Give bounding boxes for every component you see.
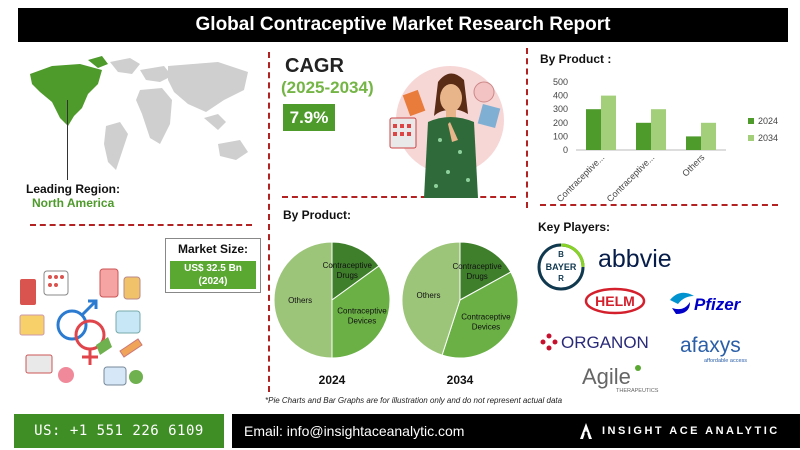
bar-2034-2 bbox=[701, 122, 716, 150]
region-pointer-line bbox=[67, 100, 68, 180]
helm-logo: HELM bbox=[584, 287, 646, 315]
divider-right-horizontal bbox=[540, 204, 778, 206]
bayer-logo: BAYER B R bbox=[537, 243, 585, 291]
organon-logo: ORGANON bbox=[540, 333, 649, 352]
footer-brand-name: INSIGHT ACE ANALYTIC bbox=[602, 425, 780, 437]
bar-y-tick-label: 300 bbox=[553, 104, 568, 114]
footer-brand: INSIGHT ACE ANALYTIC bbox=[562, 414, 800, 448]
cagr-title: CAGR bbox=[285, 55, 344, 77]
bar-2034-1 bbox=[651, 109, 666, 150]
pie-label-2: Others bbox=[416, 291, 440, 300]
pie-chart-2034: ContraceptiveDrugsContraceptiveDevicesOt… bbox=[401, 241, 519, 387]
bar-2034-0 bbox=[601, 95, 616, 150]
svg-text:BAYER: BAYER bbox=[546, 262, 577, 272]
divider-left-horizontal bbox=[30, 224, 252, 226]
svg-text:ORGANON: ORGANON bbox=[561, 333, 649, 352]
svg-text:afaxys: afaxys bbox=[680, 334, 741, 357]
legend-swatch-2034 bbox=[748, 135, 754, 141]
bar-2024-0 bbox=[586, 109, 601, 150]
pie-chart-title: By Product: bbox=[283, 208, 352, 222]
legend-label-2034: 2034 bbox=[758, 133, 778, 143]
market-size-amount: US$ 32.5 Bn bbox=[184, 263, 242, 274]
market-size-value: US$ 32.5 Bn (2024) bbox=[170, 261, 256, 289]
report-title: Global Contraceptive Market Research Rep… bbox=[18, 8, 788, 42]
bar-y-tick-label: 100 bbox=[553, 131, 568, 141]
market-size-title: Market Size: bbox=[177, 242, 249, 256]
svg-text:HELM: HELM bbox=[595, 293, 635, 309]
leading-region-value: North America bbox=[32, 196, 115, 210]
svg-text:B: B bbox=[558, 250, 564, 259]
pie-slice-0 bbox=[331, 241, 380, 301]
cagr-period: (2025-2034) bbox=[281, 78, 374, 97]
legend-label-2024: 2024 bbox=[758, 116, 778, 126]
pie-slice-1 bbox=[441, 271, 519, 359]
svg-text:affordable access: affordable access bbox=[704, 358, 747, 364]
bar-2024-1 bbox=[636, 122, 651, 150]
pie-slice-0 bbox=[459, 241, 512, 301]
bar-y-tick-label: 0 bbox=[563, 145, 568, 155]
abbvie-logo: abbvie bbox=[598, 245, 672, 271]
pie-label-0: Drugs bbox=[337, 271, 358, 280]
pie-chart-2024: ContraceptiveDrugsContraceptiveDevicesOt… bbox=[273, 241, 391, 387]
pie-label-1: Contraceptive bbox=[337, 306, 387, 315]
bar-2024-2 bbox=[686, 136, 701, 150]
bar-chart: 0 100 200 300 400 500 Contraceptive...Contrace… bbox=[553, 77, 778, 202]
bar-x-tick-label: Others bbox=[680, 152, 707, 179]
svg-text:THERAPEUTICS: THERAPEUTICS bbox=[616, 388, 659, 394]
bar-y-tick-label: 500 bbox=[553, 77, 568, 87]
contraceptive-icons-illustration bbox=[19, 268, 143, 386]
insight-ace-logo-icon bbox=[580, 423, 592, 439]
divider-left bbox=[268, 52, 270, 392]
cagr-value-badge: 7.9% bbox=[283, 104, 335, 131]
svg-text:abbvie: abbvie bbox=[598, 245, 672, 271]
bar-y-tick-label: 400 bbox=[553, 91, 568, 101]
afaxys-logo: afaxys affordable access bbox=[680, 334, 747, 364]
thinking-woman-illustration bbox=[389, 66, 504, 198]
bar-x-tick-label: Contraceptive... bbox=[605, 152, 657, 202]
pie-label-0: Drugs bbox=[466, 272, 487, 281]
bar-x-tick-label: Contraceptive... bbox=[555, 152, 607, 202]
key-players-title: Key Players: bbox=[538, 220, 611, 234]
pie-label-2: Others bbox=[288, 296, 312, 305]
footer-email[interactable]: Email: info@insightaceanalytic.com bbox=[232, 414, 562, 448]
pie-label-0: Contraceptive bbox=[452, 262, 502, 271]
pie-slice-1 bbox=[331, 265, 391, 359]
pie-label-1: Devices bbox=[348, 316, 376, 325]
svg-text:R: R bbox=[558, 274, 564, 283]
bar-chart-title: By Product : bbox=[540, 52, 612, 66]
pie-year-label: 2034 bbox=[447, 373, 474, 387]
market-size-box: Market Size: US$ 32.5 Bn (2024) bbox=[165, 238, 261, 293]
agile-logo: Agile THERAPEUTICS bbox=[582, 364, 659, 394]
market-size-year: (2024) bbox=[198, 276, 228, 287]
pfizer-logo: Pfizer bbox=[670, 292, 742, 314]
pie-year-label: 2024 bbox=[319, 373, 346, 387]
pie-label-0: Contraceptive bbox=[323, 261, 373, 270]
svg-text:Agile: Agile bbox=[582, 364, 631, 389]
world-map bbox=[30, 56, 248, 170]
pie-slice-2 bbox=[401, 241, 461, 356]
leading-region-label: Leading Region: bbox=[26, 182, 120, 196]
pie-slice-2 bbox=[273, 241, 333, 359]
divider-right bbox=[526, 48, 528, 208]
pie-label-1: Contraceptive bbox=[461, 312, 511, 321]
divider-mid-horizontal bbox=[282, 196, 516, 198]
svg-text:Pfizer: Pfizer bbox=[694, 295, 742, 314]
bar-y-tick-label: 200 bbox=[553, 118, 568, 128]
pie-label-1: Devices bbox=[472, 322, 500, 331]
disclaimer-footnote: *Pie Charts and Bar Graphs are for illus… bbox=[265, 396, 563, 405]
footer-phone[interactable]: US: +1 551 226 6109 bbox=[14, 414, 224, 448]
legend-swatch-2024 bbox=[748, 118, 754, 124]
